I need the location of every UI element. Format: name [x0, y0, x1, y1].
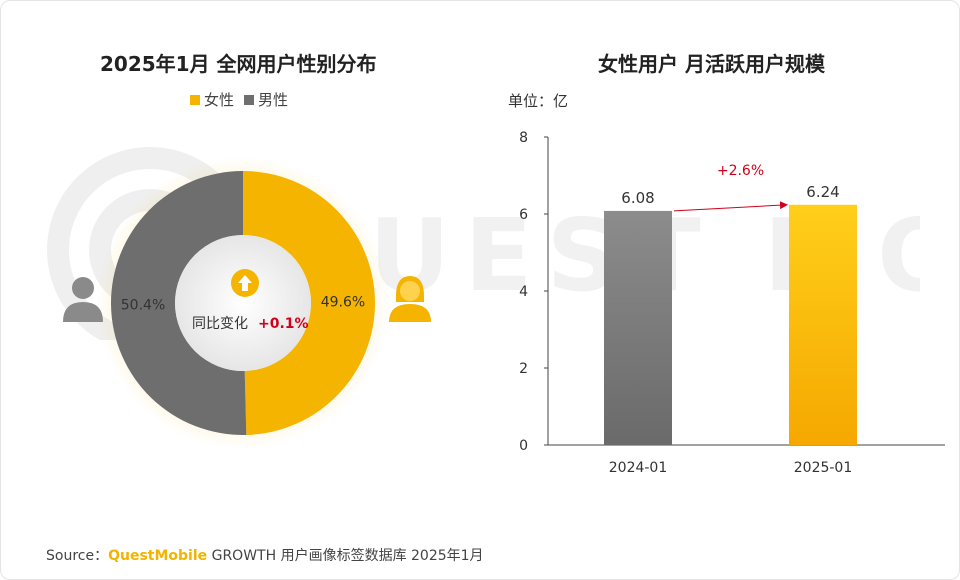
growth-label: +2.6% — [717, 163, 764, 179]
donut-slice-female — [243, 171, 376, 435]
source-line: Source：QuestMobile GROWTH 用户画像标签数据库 2025… — [46, 545, 484, 565]
donut-center — [175, 235, 311, 371]
donut-legend: 女性 男性 — [190, 89, 298, 110]
source-prefix: Source： — [46, 548, 109, 564]
source-brand: QuestMobile — [108, 548, 208, 564]
bar-2024-01 — [604, 210, 672, 445]
bar-value-label: 6.24 — [806, 183, 839, 201]
legend-item-female: 女性 — [190, 89, 234, 110]
center-prefix: 同比变化 — [192, 316, 248, 332]
legend-label-female: 女性 — [204, 91, 235, 109]
legend-label-male: 男性 — [258, 91, 289, 109]
growth-arrow — [673, 201, 788, 212]
donut-slice-male — [111, 171, 247, 435]
donut-label-female: 49.6% — [321, 295, 365, 311]
legend-swatch-female — [190, 94, 200, 105]
y-tick-label: 2 — [519, 361, 528, 377]
donut-chart: 49.6% 50.4% 同比变化 +0.1% — [63, 157, 431, 449]
bar-value-label: 6.08 — [621, 189, 654, 207]
unit-label: 单位：亿 — [508, 92, 569, 110]
donut-label-male: 50.4% — [121, 297, 165, 313]
y-tick-label: 8 — [519, 130, 528, 146]
source-suffix: GROWTH 用户画像标签数据库 2025年1月 — [207, 548, 484, 564]
y-tick-label: 6 — [519, 207, 528, 223]
x-tick-label: 2025-01 — [794, 460, 853, 476]
x-tick-label: 2024-01 — [609, 460, 668, 476]
y-tick-label: 0 — [519, 438, 528, 454]
bar-2025-01 — [789, 204, 857, 445]
center-change: +0.1% — [258, 316, 309, 332]
bar-title: 女性用户 月活跃用户规模 — [598, 52, 825, 76]
male-user-icon — [63, 277, 103, 322]
y-tick-label: 4 — [519, 284, 528, 300]
donut-title: 2025年1月 全网用户性别分布 — [100, 52, 377, 76]
female-user-icon — [389, 276, 431, 322]
up-arrow-icon — [231, 269, 259, 297]
legend-item-male: 男性 — [244, 89, 288, 110]
legend-swatch-male — [244, 94, 255, 105]
bar-chart: 0 2 4 6 8 6.08 2024-01 6.24 2025-01 +2.6% — [519, 130, 945, 476]
